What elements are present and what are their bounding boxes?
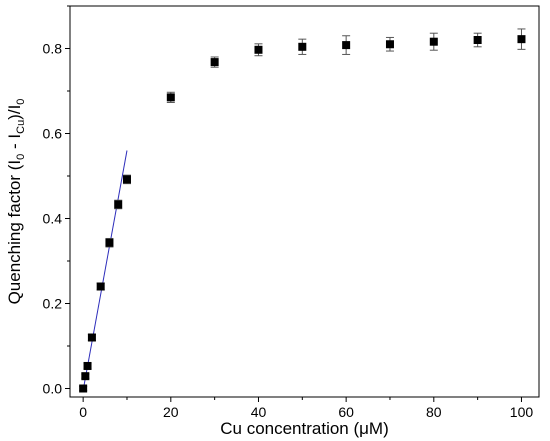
y-tick-label: 0.4	[43, 211, 63, 227]
data-point	[473, 36, 482, 44]
data-point	[429, 37, 438, 46]
plot-frame	[69, 5, 540, 398]
y-axis-title: Quenching factor (I0 - ICu)/I0	[5, 99, 27, 305]
data-point	[517, 35, 526, 44]
data-point	[166, 93, 175, 102]
linear-fit-line	[82, 150, 128, 391]
data-point	[79, 384, 88, 393]
x-axis-title: Cu concentration (μM)	[220, 419, 389, 438]
y-tick-label: 0.8	[43, 41, 63, 57]
data-point	[385, 40, 394, 49]
x-tick-label: 80	[426, 404, 442, 420]
data-point	[298, 42, 307, 51]
data-point	[114, 200, 123, 209]
y-tick-label: 0.0	[43, 381, 63, 397]
x-tick-label: 20	[163, 404, 179, 420]
data-point	[210, 58, 219, 67]
data-series	[79, 28, 526, 393]
data-point	[254, 45, 263, 54]
data-point	[87, 333, 96, 342]
data-point	[81, 372, 90, 381]
data-point	[122, 175, 131, 184]
data-point	[83, 361, 92, 370]
data-point	[342, 41, 351, 50]
x-tick-label: 100	[510, 404, 534, 420]
y-axis-ticks: 0.0 0.2 0.4 0.6 0.8	[43, 5, 70, 397]
data-point	[96, 282, 105, 291]
x-tick-label: 0	[79, 404, 87, 420]
x-tick-label: 60	[338, 404, 354, 420]
x-tick-label: 40	[251, 404, 267, 420]
x-axis-ticks: 0 20 40 60 80 100	[79, 397, 533, 420]
y-tick-label: 0.6	[43, 126, 63, 142]
data-point	[105, 238, 114, 247]
y-tick-label: 0.2	[43, 296, 63, 312]
fit-line	[82, 150, 128, 391]
